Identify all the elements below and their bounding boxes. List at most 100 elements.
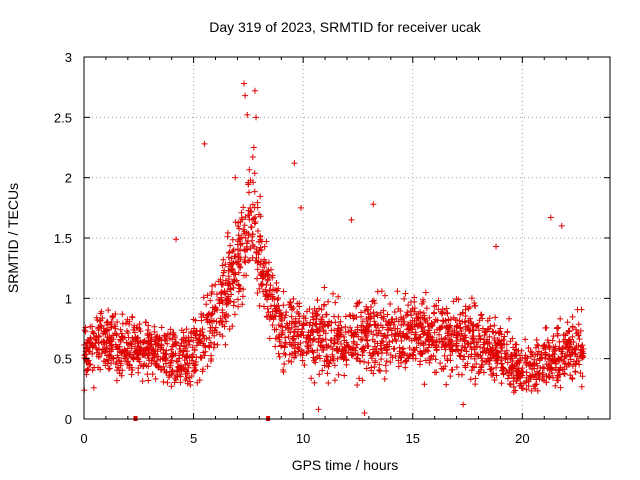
data-point: [172, 376, 179, 383]
data-point: [207, 318, 214, 325]
data-point: [363, 323, 370, 330]
data-point: [168, 383, 175, 390]
data-point: [450, 331, 457, 338]
data-point: [205, 343, 212, 350]
data-point: [154, 332, 161, 339]
data-point: [533, 381, 540, 388]
data-point: [476, 317, 483, 324]
data-point: [471, 351, 478, 358]
data-point: [553, 360, 560, 367]
data-point: [528, 353, 535, 360]
data-point: [207, 297, 214, 304]
data-point: [299, 326, 306, 333]
data-point: [308, 375, 315, 382]
data-point: [292, 352, 299, 359]
data-point: [425, 323, 432, 330]
data-point: [539, 364, 546, 371]
data-point: [397, 359, 404, 366]
data-point: [493, 243, 500, 250]
data-point: [384, 341, 391, 348]
data-point: [276, 353, 283, 360]
data-point: [219, 309, 226, 316]
data-point: [224, 229, 231, 236]
data-point: [286, 339, 293, 346]
data-point: [365, 359, 372, 366]
data-point: [261, 303, 268, 310]
data-point: [540, 343, 547, 350]
data-point: [213, 291, 220, 298]
data-point: [404, 333, 411, 340]
data-point: [426, 314, 433, 321]
data-point: [504, 351, 511, 358]
data-point: [165, 374, 172, 381]
data-point: [421, 327, 428, 334]
data-point: [269, 322, 276, 329]
data-point: [563, 363, 570, 370]
data-point: [387, 359, 394, 366]
data-point: [325, 298, 332, 305]
data-point: [569, 363, 576, 370]
data-point: [432, 316, 439, 323]
data-point: [480, 341, 487, 348]
data-point: [477, 312, 484, 319]
data-point: [512, 387, 519, 394]
data-point: [208, 352, 215, 359]
data-point: [81, 355, 88, 362]
data-point: [316, 332, 323, 339]
data-point: [235, 219, 242, 226]
data-point: [484, 317, 491, 324]
data-point: [242, 92, 249, 99]
data-point: [89, 323, 96, 330]
data-point: [359, 352, 366, 359]
data-point: [463, 348, 470, 355]
data-point: [575, 321, 582, 328]
data-point: [378, 337, 385, 344]
data-point: [478, 311, 485, 318]
data-point: [572, 360, 579, 367]
data-point: [332, 319, 339, 326]
data-point: [467, 327, 474, 334]
data-point: [460, 335, 467, 342]
data-point: [249, 201, 256, 208]
data-point: [415, 315, 422, 322]
data-point: [442, 317, 449, 324]
data-point: [504, 359, 511, 366]
data-point: [83, 359, 90, 366]
data-point: [453, 342, 460, 349]
data-point: [235, 254, 242, 261]
data-point: [128, 341, 135, 348]
data-point: [461, 338, 468, 345]
data-point: [366, 349, 373, 356]
data-point: [523, 386, 530, 393]
data-point: [292, 339, 299, 346]
data-point: [512, 352, 519, 359]
data-point: [499, 367, 506, 374]
data-point: [536, 357, 543, 364]
data-point: [504, 328, 511, 335]
data-point: [198, 317, 205, 324]
data-point: [118, 349, 125, 356]
data-point: [178, 367, 185, 374]
data-point: [266, 335, 273, 342]
data-point: [108, 319, 115, 326]
data-point: [331, 362, 338, 369]
data-point: [227, 242, 234, 249]
data-point: [331, 377, 338, 384]
x-tick-label: 5: [190, 431, 197, 446]
data-point: [318, 306, 325, 313]
data-point: [177, 373, 184, 380]
data-point: [257, 193, 264, 200]
data-point: [349, 344, 356, 351]
data-point: [454, 317, 461, 324]
data-point: [477, 344, 484, 351]
data-point: [447, 316, 454, 323]
data-point: [358, 327, 365, 334]
data-point: [422, 348, 429, 355]
data-point: [386, 320, 393, 327]
data-point: [564, 319, 571, 326]
data-point: [428, 353, 435, 360]
data-point: [436, 331, 443, 338]
data-point: [104, 322, 111, 329]
data-point: [300, 321, 307, 328]
data-point: [543, 379, 550, 386]
